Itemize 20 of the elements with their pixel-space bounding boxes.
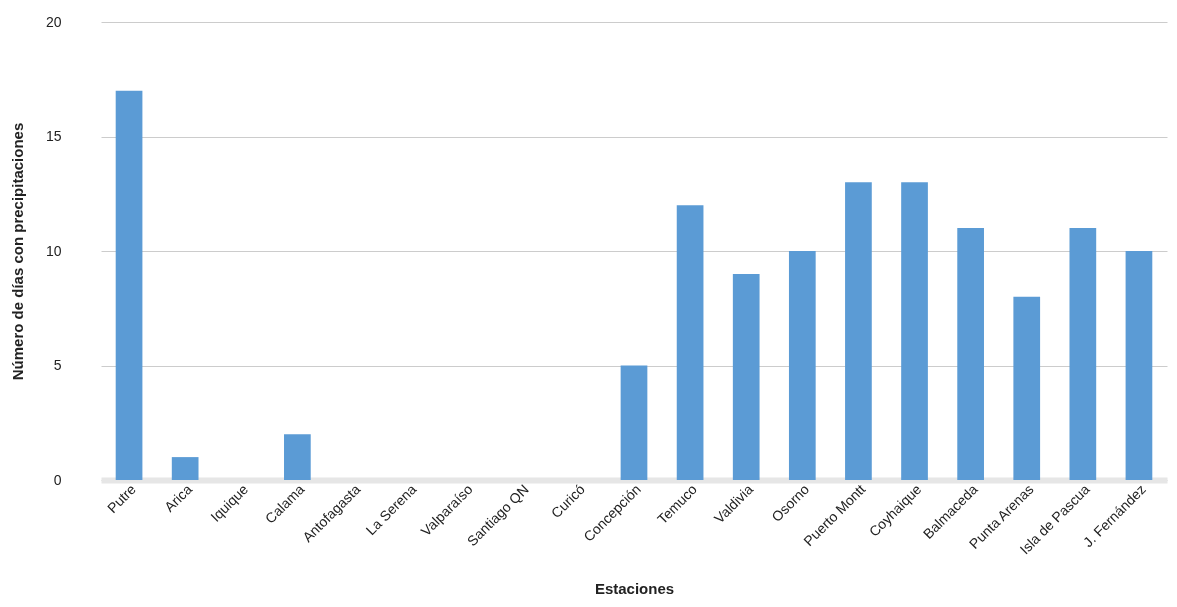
bar bbox=[732, 273, 760, 480]
x-axis-title: Estaciones bbox=[594, 580, 675, 598]
y-tick-label: 20 bbox=[45, 13, 62, 30]
bar bbox=[1013, 296, 1041, 480]
bar bbox=[171, 457, 199, 480]
bar bbox=[1125, 251, 1153, 480]
y-axis-title: Número de días con precipitaciones bbox=[8, 122, 26, 381]
bar bbox=[957, 228, 984, 480]
y-tick-label: 5 bbox=[53, 357, 62, 373]
bar bbox=[115, 90, 143, 480]
bar bbox=[901, 182, 928, 480]
bar bbox=[620, 365, 648, 480]
bar bbox=[676, 205, 704, 480]
bar bbox=[845, 182, 872, 480]
bar bbox=[788, 251, 816, 480]
bar bbox=[1069, 228, 1097, 480]
y-tick-label: 15 bbox=[45, 128, 62, 144]
bar bbox=[284, 434, 311, 480]
y-tick-label: 10 bbox=[45, 242, 62, 259]
y-tick-label: 0 bbox=[53, 471, 62, 488]
